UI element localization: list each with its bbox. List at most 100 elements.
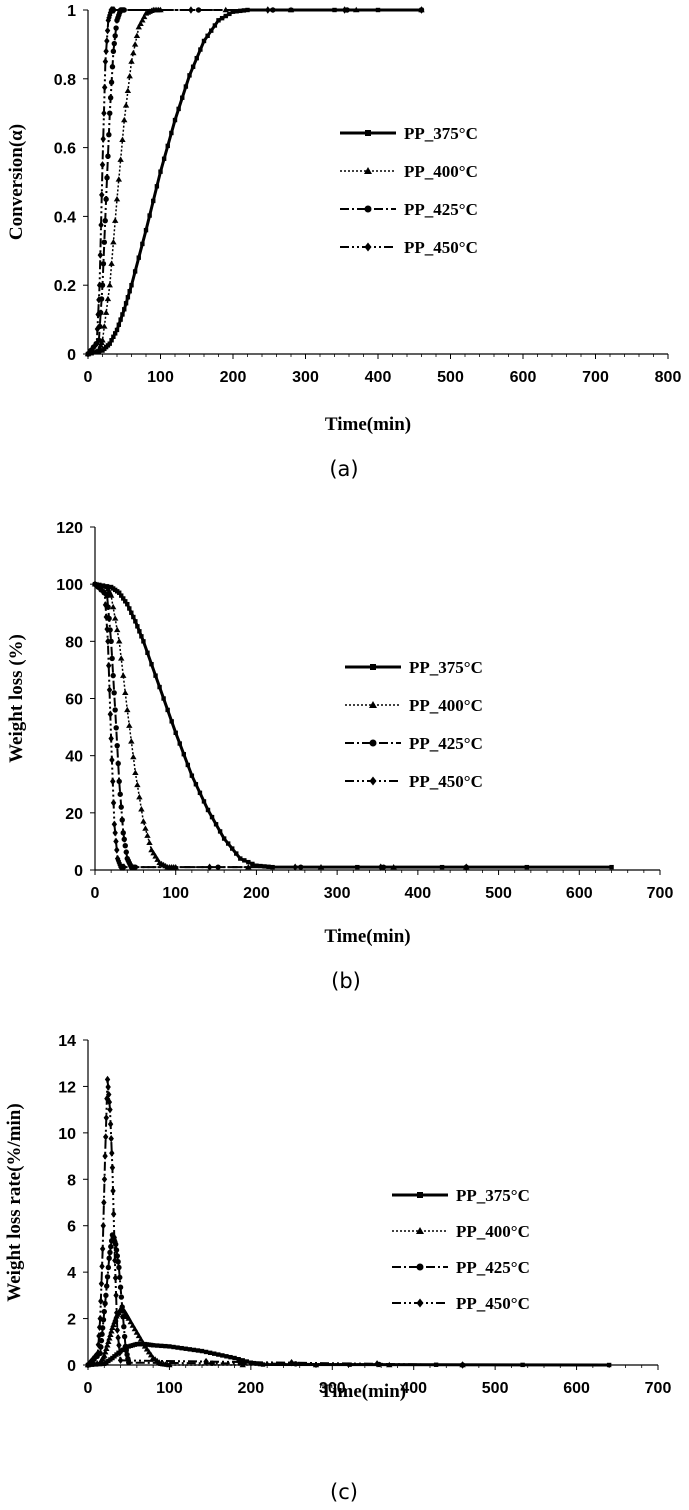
series-marker xyxy=(108,1328,115,1334)
series-marker xyxy=(98,1337,105,1344)
series-marker xyxy=(92,1352,99,1360)
series-marker xyxy=(153,673,158,678)
x-tick-label: 800 xyxy=(655,369,682,386)
series-marker xyxy=(107,710,114,718)
series-marker xyxy=(120,312,125,317)
series-marker xyxy=(137,20,144,26)
x-tick-label: 600 xyxy=(510,369,537,386)
series-marker xyxy=(418,6,425,14)
series-marker xyxy=(144,832,151,838)
x-tick-label: 700 xyxy=(645,1380,672,1397)
series-marker xyxy=(103,196,109,202)
series-line xyxy=(87,9,422,355)
series-marker xyxy=(107,1331,114,1338)
series-marker xyxy=(137,1336,145,1342)
series-marker xyxy=(236,1356,241,1362)
series-marker xyxy=(107,341,112,346)
series-1 xyxy=(85,7,424,357)
series-marker xyxy=(111,6,117,14)
series-marker xyxy=(102,1300,108,1307)
y-tick-label: 80 xyxy=(65,634,83,651)
series-marker xyxy=(234,851,239,856)
series-marker xyxy=(124,1351,130,1358)
series-marker xyxy=(117,590,122,595)
series-marker xyxy=(209,28,214,33)
series-marker xyxy=(213,822,219,827)
series-marker xyxy=(107,110,113,116)
series-marker xyxy=(227,11,232,17)
series-marker xyxy=(90,1355,96,1363)
series-marker xyxy=(115,1334,121,1342)
y-tick-label: 120 xyxy=(56,520,83,537)
series-marker xyxy=(520,1362,525,1368)
x-tick-label: 600 xyxy=(566,885,593,902)
series-marker xyxy=(130,49,137,56)
series-marker xyxy=(101,109,107,117)
x-tick-label: 400 xyxy=(365,369,392,386)
series-marker xyxy=(203,1357,209,1366)
series-marker xyxy=(106,1335,113,1341)
series-marker xyxy=(155,1343,160,1348)
series-marker xyxy=(166,1361,173,1368)
series-marker xyxy=(117,1356,124,1365)
legend-label: PP_375°C xyxy=(404,124,478,143)
y-tick-label: 2 xyxy=(67,1312,76,1329)
series-marker xyxy=(109,756,115,764)
series-marker xyxy=(125,295,131,300)
y-tick-label: 20 xyxy=(65,806,83,823)
series-marker xyxy=(123,849,129,855)
series-marker xyxy=(459,1361,466,1369)
series-marker xyxy=(238,856,243,861)
series-marker xyxy=(110,672,116,679)
legend-marker xyxy=(364,205,372,213)
series-marker xyxy=(128,58,135,64)
series-marker xyxy=(108,638,114,645)
series-marker xyxy=(131,614,136,620)
series-marker xyxy=(122,1343,129,1350)
series-marker xyxy=(102,1152,108,1160)
series-marker xyxy=(118,804,124,810)
series-marker xyxy=(143,227,149,233)
series-marker xyxy=(101,323,108,329)
series-marker xyxy=(100,1222,106,1230)
y-tick-label: 40 xyxy=(65,749,83,766)
legend-label: PP_425°C xyxy=(404,200,478,219)
series-marker xyxy=(146,839,153,846)
series-marker xyxy=(103,1133,109,1141)
series-marker xyxy=(250,861,255,867)
series-marker xyxy=(126,722,133,728)
series-marker xyxy=(378,863,384,871)
x-tick-label: 100 xyxy=(147,369,174,386)
series-marker xyxy=(123,301,129,306)
series-marker xyxy=(206,863,213,871)
series-marker xyxy=(112,1274,119,1282)
series-marker xyxy=(101,239,108,245)
x-axis-title: Time(min) xyxy=(320,1381,406,1402)
series-marker xyxy=(112,331,118,336)
series-marker xyxy=(185,762,191,768)
series-marker xyxy=(119,593,124,598)
series-marker xyxy=(190,64,196,69)
x-tick-label: 700 xyxy=(582,369,609,386)
series-marker xyxy=(115,760,121,767)
y-axis-title: Conversion(α) xyxy=(6,124,27,240)
series-marker xyxy=(99,191,105,199)
series-marker xyxy=(187,73,192,78)
series-marker xyxy=(220,1353,225,1358)
x-tick-label: 400 xyxy=(405,885,432,902)
series-marker xyxy=(244,1359,249,1364)
series-marker xyxy=(224,1354,229,1359)
series-marker xyxy=(125,601,130,607)
series-2 xyxy=(84,1306,466,1368)
series-marker xyxy=(124,87,132,94)
series-marker xyxy=(118,655,125,661)
x-tick-label: 0 xyxy=(84,369,93,386)
series-marker xyxy=(149,662,154,667)
series-marker xyxy=(246,859,251,865)
series-marker xyxy=(105,1338,112,1344)
x-tick-label: 300 xyxy=(319,1380,346,1397)
series-marker xyxy=(111,217,119,223)
series-marker xyxy=(112,707,118,713)
series-marker xyxy=(141,639,146,644)
series-marker xyxy=(116,778,122,785)
